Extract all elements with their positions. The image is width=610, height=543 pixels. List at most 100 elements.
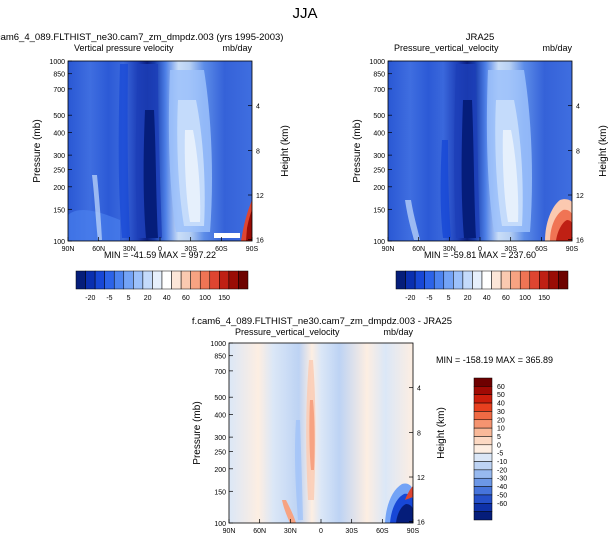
y-right-tick-label: 12 <box>417 475 425 482</box>
y-tick-label: 500 <box>53 113 65 120</box>
colorbar-swatch <box>529 270 540 290</box>
colorbar-label: 20 <box>497 417 505 424</box>
colorbar-label: 20 <box>464 295 472 302</box>
colorbar-swatch <box>473 411 493 421</box>
x-tick-label: 0 <box>478 246 482 253</box>
colorbar-swatch <box>473 477 493 487</box>
colorbar-swatch <box>104 270 115 290</box>
colorbar-swatch <box>548 270 559 290</box>
y-tick-label: 300 <box>214 435 226 442</box>
y-right-tick-label: 12 <box>576 193 584 200</box>
y-tick-label: 1000 <box>49 59 65 66</box>
colorbar-swatch <box>142 270 153 290</box>
y-tick-label: 850 <box>53 72 65 79</box>
y-tick-label: 850 <box>373 72 385 79</box>
colorbar-swatch <box>473 419 493 429</box>
colorbar-swatch <box>219 270 230 290</box>
y-right-tick-label: 16 <box>576 238 584 245</box>
x-tick-label: 60N <box>253 528 266 535</box>
y-tick-label: 100 <box>53 239 65 246</box>
y-tick-label: 200 <box>53 185 65 192</box>
colorbar-label: 5 <box>127 295 131 302</box>
x-tick-label: 90S <box>566 246 579 253</box>
y-tick-label: 150 <box>53 207 65 214</box>
x-tick-label: 90N <box>223 528 236 535</box>
colorbar-swatch <box>519 270 531 290</box>
colorbar-swatch <box>199 270 211 290</box>
colorbar-swatch <box>161 270 172 290</box>
panel-title: f.cam6_4_089.FLTHIST_ne30.cam7_zm_dmpdz.… <box>192 316 452 327</box>
y-axis-right-label: Height (km) <box>280 125 291 177</box>
panel-units-label: mb/day <box>542 43 572 53</box>
y-tick-label: 150 <box>373 207 385 214</box>
colorbar-swatch <box>123 270 134 290</box>
colorbar-label: 60 <box>497 384 505 391</box>
y-tick-label: 500 <box>214 395 226 402</box>
x-tick-label: 0 <box>158 246 162 253</box>
colorbar-swatch <box>472 270 483 290</box>
colorbar-label: -5 <box>426 295 432 302</box>
colorbar-label: 60 <box>502 295 510 302</box>
y-right-tick-label: 16 <box>417 520 425 527</box>
y-axis-right-label: Height (km) <box>598 125 609 177</box>
y-tick-label: 700 <box>53 87 65 94</box>
panel-stats: MIN = -59.81 MAX = 237.60 <box>424 250 536 260</box>
y-tick-label: 500 <box>373 113 385 120</box>
x-tick-label: 30S <box>345 528 358 535</box>
colorbar-swatch <box>228 270 239 290</box>
y-tick-label: 100 <box>214 521 226 528</box>
x-tick-label: 30S <box>504 246 517 253</box>
colorbar-label: 40 <box>483 295 491 302</box>
heatmap-plot-area <box>387 60 573 242</box>
colorbar-swatch <box>473 511 493 521</box>
colorbar-swatch <box>152 270 163 290</box>
colorbar-label: -20 <box>405 295 415 302</box>
y-right-tick-label: 8 <box>417 430 421 437</box>
colorbar-swatch <box>94 270 105 290</box>
panel-left-label: Pressure_vertical_velocity <box>394 43 499 53</box>
colorbar-label: 5 <box>447 295 451 302</box>
x-tick-label: 60N <box>412 246 425 253</box>
colorbar-swatch <box>171 270 182 290</box>
y-right-tick-label: 16 <box>256 238 264 245</box>
x-tick-label: 90S <box>407 528 420 535</box>
y-tick-label: 700 <box>214 369 226 376</box>
panel-left-label: Pressure_vertical_velocity <box>235 327 340 337</box>
y-tick-label: 250 <box>53 167 65 174</box>
colorbar-label: 60 <box>182 295 190 302</box>
colorbar-label: -20 <box>85 295 95 302</box>
colorbar-swatch <box>190 270 201 290</box>
panel-difference: f.cam6_4_089.FLTHIST_ne30.cam7_zm_dmpdz.… <box>192 316 553 524</box>
colorbar-swatch <box>424 270 435 290</box>
y-tick-label: 250 <box>373 167 385 174</box>
y-tick-label: 400 <box>373 131 385 138</box>
x-tick-label: 30N <box>443 246 456 253</box>
colorbar-label: -60 <box>497 501 507 508</box>
panel-model: f.cam6_4_089.FLTHIST_ne30.cam7_zm_dmpdz.… <box>0 32 291 260</box>
y-tick-label: 700 <box>373 87 385 94</box>
colorbar-label: -10 <box>497 459 507 466</box>
x-tick-label: 30N <box>123 246 136 253</box>
colorbar-label: 100 <box>199 295 211 302</box>
colorbar-swatch <box>473 452 493 462</box>
colorbar-label: -20 <box>497 467 507 474</box>
colorbar-label: 5 <box>497 434 501 441</box>
colorbar-label: 100 <box>519 295 531 302</box>
colorbar-label: 150 <box>218 295 230 302</box>
x-tick-label: 90S <box>246 246 259 253</box>
colorbar-swatch <box>405 270 416 290</box>
colorbar-label: 40 <box>163 295 171 302</box>
colorbar-swatch <box>473 444 493 454</box>
colorbar-swatch <box>473 469 493 479</box>
panel-title: f.cam6_4_089.FLTHIST_ne30.cam7_zm_dmpdz.… <box>0 32 283 43</box>
y-tick-label: 300 <box>373 153 385 160</box>
colorbar-swatch <box>209 270 220 290</box>
colorbar-swatch <box>473 461 493 471</box>
colorbar-label: 40 <box>497 401 505 408</box>
colorbar-swatch <box>473 386 493 395</box>
panel-left-label: Vertical pressure velocity <box>74 43 174 53</box>
y-tick-label: 1000 <box>369 59 385 66</box>
colorbar-swatch <box>85 270 96 290</box>
y-tick-label: 150 <box>214 489 226 496</box>
